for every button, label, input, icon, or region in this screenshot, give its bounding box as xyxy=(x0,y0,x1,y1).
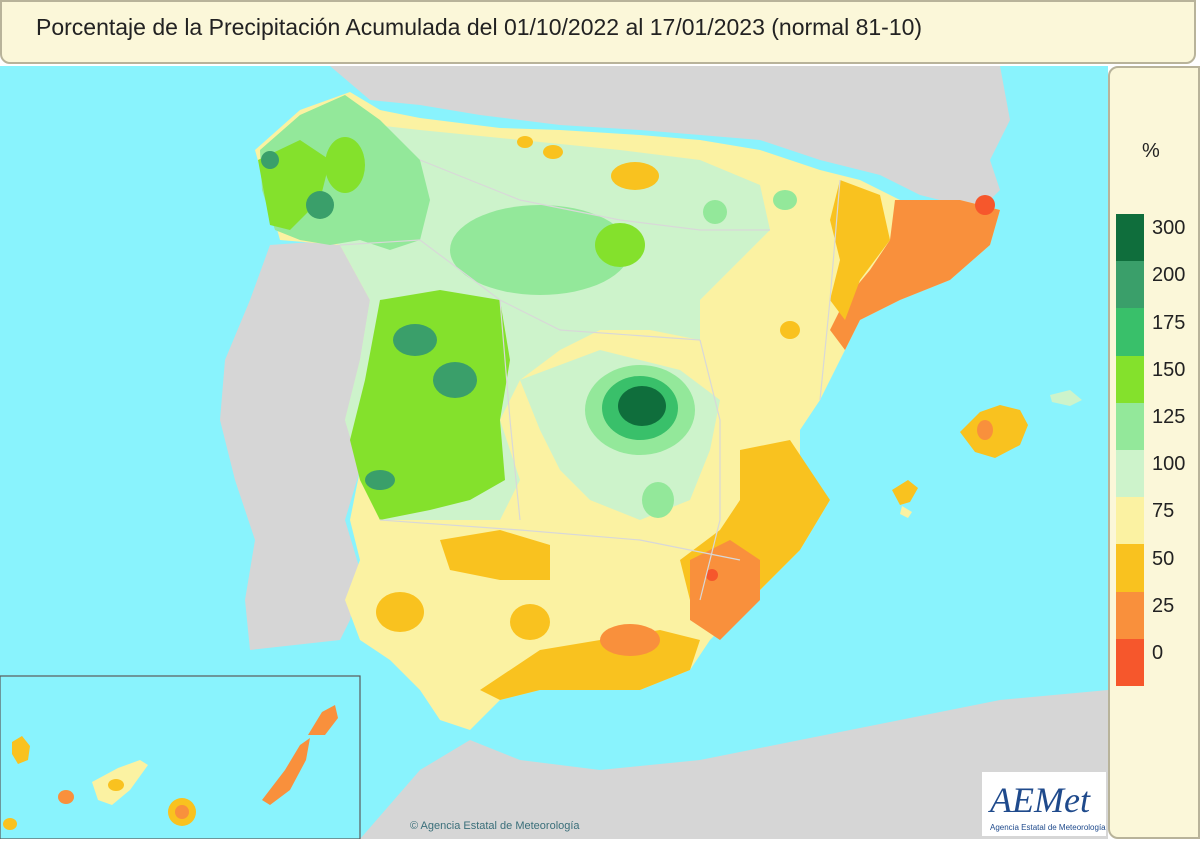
africa-land xyxy=(360,690,1108,839)
zone-rioja-125 xyxy=(773,190,797,210)
zone-catalonia-25-50 xyxy=(830,200,1000,350)
zone-extremadura-200b xyxy=(433,362,477,398)
el-hierro xyxy=(3,818,17,830)
logo-subtext: Agencia Estatal de Meteorología xyxy=(990,823,1106,832)
zone-asturias-50-75 xyxy=(517,136,533,148)
zone-aragon-50-75 xyxy=(830,180,890,320)
zone-galicia-east-150 xyxy=(325,137,365,193)
zone-huelva-50-75 xyxy=(376,592,424,632)
legend-label-0: 0 xyxy=(1152,642,1164,664)
ibiza xyxy=(892,480,918,505)
legend-swatch-175 xyxy=(1116,308,1144,356)
zone-extremadura-200c xyxy=(365,470,395,490)
zone-girona-0-25 xyxy=(975,195,995,215)
la-palma xyxy=(12,736,30,764)
zone-andalusia-north-50-75 xyxy=(440,530,550,580)
lanzarote xyxy=(308,705,338,735)
france-land xyxy=(330,66,1010,210)
zone-murcia-0-25 xyxy=(706,569,718,581)
legend-label-200: 200 xyxy=(1152,264,1186,287)
fuerteventura xyxy=(262,738,310,805)
zone-basque-50-75 xyxy=(611,162,659,190)
legend-label-25: 25 xyxy=(1152,594,1175,617)
zone-extremadura-150 xyxy=(350,290,510,520)
zone-extremadura-200a xyxy=(393,324,437,356)
legend-label-75: 75 xyxy=(1152,500,1175,523)
zone-cyl-150 xyxy=(595,223,645,267)
zone-granada-25-50 xyxy=(600,624,660,656)
zone-cyl-125 xyxy=(450,205,630,295)
title-bar: Porcentaje de la Precipitación Acumulada… xyxy=(0,0,1196,64)
legend-label-100: 100 xyxy=(1152,453,1186,476)
zone-seville-50-75 xyxy=(510,604,550,640)
gran-canaria-25-50 xyxy=(175,805,189,819)
legend-swatch-0 xyxy=(1116,638,1144,686)
legend-label-50: 50 xyxy=(1152,547,1175,570)
legend-swatch-200 xyxy=(1116,261,1144,309)
portugal-land xyxy=(220,240,370,650)
zone-galicia-coast-200 xyxy=(261,151,279,169)
legend-swatch-125 xyxy=(1116,402,1144,450)
map-svg xyxy=(0,66,1108,839)
legend-label-300: 300 xyxy=(1152,217,1186,240)
zone-cantabria-50-75 xyxy=(543,145,563,159)
zone-galicia-200 xyxy=(306,191,334,219)
copyright-text: © Agencia Estatal de Meteorología xyxy=(410,820,580,832)
legend-swatch-75 xyxy=(1116,497,1144,545)
legend-unit: % xyxy=(1142,140,1160,162)
zone-madrid-300 xyxy=(618,386,666,426)
legend-label-125: 125 xyxy=(1152,406,1186,428)
legend-swatch-150 xyxy=(1116,355,1144,403)
legend-panel: % 300 200 175 150 125 100 75 50 25 0 xyxy=(1108,66,1200,839)
aemet-logo-graphic: AEMet Agencia Estatal de Meteorología xyxy=(988,780,1106,832)
legend-label-150: 150 xyxy=(1152,358,1186,381)
formentera xyxy=(900,506,912,518)
la-gomera xyxy=(58,790,74,804)
menorca xyxy=(1050,390,1082,406)
zone-burgos-125 xyxy=(703,200,727,224)
zone-teruel-50-75 xyxy=(780,321,800,339)
legend-swatch-100 xyxy=(1116,450,1144,498)
legend-swatch-50 xyxy=(1116,544,1144,592)
mallorca-25-50 xyxy=(977,420,993,440)
mallorca xyxy=(960,405,1028,458)
legend-swatch-300 xyxy=(1116,214,1144,262)
region-borders xyxy=(339,159,841,601)
map-title: Porcentaje de la Precipitación Acumulada… xyxy=(36,14,923,40)
logo-text: AEMet xyxy=(988,780,1091,820)
legend-swatch-25 xyxy=(1116,591,1144,639)
precipitation-map xyxy=(0,66,1108,839)
aemet-logo: AEMet Agencia Estatal de Meteorología xyxy=(982,772,1106,836)
tenerife-50-75 xyxy=(108,779,124,791)
legend-label-175: 175 xyxy=(1152,311,1186,334)
zone-murcia-25-50 xyxy=(690,540,760,640)
zone-cuenca-125 xyxy=(642,482,674,518)
